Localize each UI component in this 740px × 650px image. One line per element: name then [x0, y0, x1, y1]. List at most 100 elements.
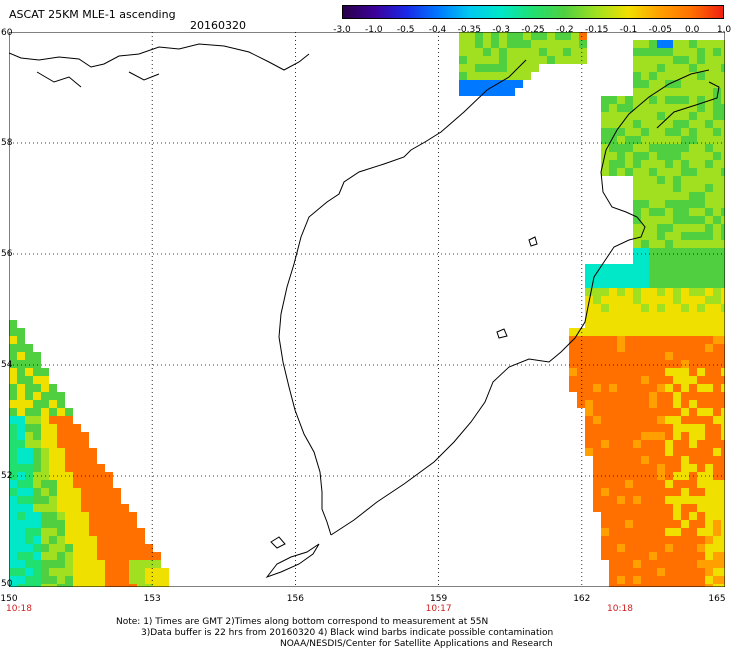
- swath-west-cell: [89, 584, 97, 587]
- swath-east-cell: [609, 280, 617, 288]
- swath-east-cell: [609, 136, 617, 144]
- swath-west-cell: [33, 408, 41, 416]
- swath-west-cell: [9, 416, 17, 424]
- swath-west-cell: [89, 456, 97, 464]
- swath-east-cell: [633, 96, 641, 104]
- swath-east-cell: [721, 208, 725, 216]
- swath-east-cell: [657, 312, 665, 320]
- colorbar-labels: -3.0 -1.0 -0.5 -0.4 -0.35 -0.3 -0.25 -0.2 -0.15-…: [333, 25, 732, 37]
- swath-east-cell: [705, 552, 713, 560]
- swath-east-cell: [705, 496, 713, 504]
- swath-north-cell: [499, 80, 507, 88]
- swath-east-cell: [641, 144, 649, 152]
- swath-west-cell: [153, 584, 161, 587]
- swath-east-cell: [665, 480, 673, 488]
- swath-west-cell: [9, 512, 17, 520]
- swath-east-cell: [657, 392, 665, 400]
- swath-east-cell: [673, 232, 681, 240]
- swath-east-cell: [705, 336, 713, 344]
- swath-north-cell: [507, 80, 515, 88]
- swath-east-cell: [697, 112, 705, 120]
- swath-east-cell: [601, 312, 609, 320]
- swath-east-cell: [705, 424, 713, 432]
- swath-east-cell: [601, 544, 609, 552]
- swath-east-cell: [721, 536, 725, 544]
- swath-east-cell: [641, 496, 649, 504]
- swath-west-cell: [97, 488, 105, 496]
- swath-east-cell: [657, 232, 665, 240]
- pass-time-label: 10:18: [607, 604, 633, 614]
- swath-west-cell: [57, 392, 65, 400]
- swath-east-cell: [657, 56, 665, 64]
- swath-west-cell: [25, 576, 33, 584]
- swath-west-cell: [121, 504, 129, 512]
- swath-east-cell: [673, 168, 681, 176]
- swath-east-cell: [617, 520, 625, 528]
- swath-east-cell: [609, 264, 617, 272]
- swath-east-cell: [697, 128, 705, 136]
- swath-east-cell: [681, 544, 689, 552]
- swath-east-cell: [665, 104, 673, 112]
- swath-east-cell: [721, 136, 725, 144]
- swath-east-cell: [721, 472, 725, 480]
- longitude-label: 150: [0, 594, 18, 604]
- swath-west-cell: [33, 352, 41, 360]
- swath-east-cell: [705, 440, 713, 448]
- swath-east-cell: [641, 160, 649, 168]
- swath-east-cell: [697, 48, 705, 56]
- swath-east-cell: [609, 424, 617, 432]
- swath-east-cell: [665, 432, 673, 440]
- swath-east-cell: [697, 528, 705, 536]
- swath-north-cell: [563, 32, 571, 40]
- swath-east-cell: [689, 240, 697, 248]
- swath-west-cell: [73, 424, 81, 432]
- swath-west-cell: [81, 552, 89, 560]
- swath-east-cell: [681, 80, 689, 88]
- swath-east-cell: [681, 184, 689, 192]
- swath-east-cell: [609, 504, 617, 512]
- swath-west-cell: [57, 424, 65, 432]
- swath-west-cell: [33, 464, 41, 472]
- swath-east-cell: [681, 40, 689, 48]
- swath-west-cell: [41, 536, 49, 544]
- swath-west-cell: [25, 424, 33, 432]
- swath-east-cell: [697, 368, 705, 376]
- swath-west-cell: [33, 456, 41, 464]
- swath-east-cell: [673, 64, 681, 72]
- swath-east-cell: [681, 488, 689, 496]
- swath-east-cell: [721, 488, 725, 496]
- swath-east-cell: [609, 480, 617, 488]
- swath-east-cell: [641, 64, 649, 72]
- swath-east-cell: [593, 376, 601, 384]
- swath-west-cell: [9, 336, 17, 344]
- swath-east-cell: [697, 520, 705, 528]
- swath-east-cell: [601, 344, 609, 352]
- colorbar-tick-label: 0.0: [684, 25, 700, 35]
- swath-east-cell: [657, 344, 665, 352]
- swath-east-cell: [681, 408, 689, 416]
- swath-west-cell: [49, 584, 57, 587]
- swath-east-cell: [697, 512, 705, 520]
- swath-west-cell: [153, 568, 161, 576]
- swath-east-cell: [705, 240, 713, 248]
- swath-east-cell: [665, 216, 673, 224]
- swath-east-cell: [665, 64, 673, 72]
- swath-east-cell: [697, 464, 705, 472]
- swath-east-cell: [593, 384, 601, 392]
- swath-east-cell: [697, 280, 705, 288]
- swath-east-cell: [665, 88, 673, 96]
- swath-east-cell: [633, 232, 641, 240]
- swath-east-cell: [601, 104, 609, 112]
- swath-east-cell: [681, 152, 689, 160]
- swath-east-cell: [681, 432, 689, 440]
- swath-east-cell: [681, 528, 689, 536]
- footnote-credit: NOAA/NESDIS/Center for Satellite Applica…: [280, 639, 553, 649]
- swath-east-cell: [721, 120, 725, 128]
- swath-east-cell: [721, 408, 725, 416]
- swath-west-cell: [25, 352, 33, 360]
- swath-west-cell: [17, 456, 25, 464]
- swath-west-cell: [17, 344, 25, 352]
- swath-west-cell: [9, 408, 17, 416]
- swath-west-cell: [25, 584, 33, 587]
- swath-west-cell: [17, 376, 25, 384]
